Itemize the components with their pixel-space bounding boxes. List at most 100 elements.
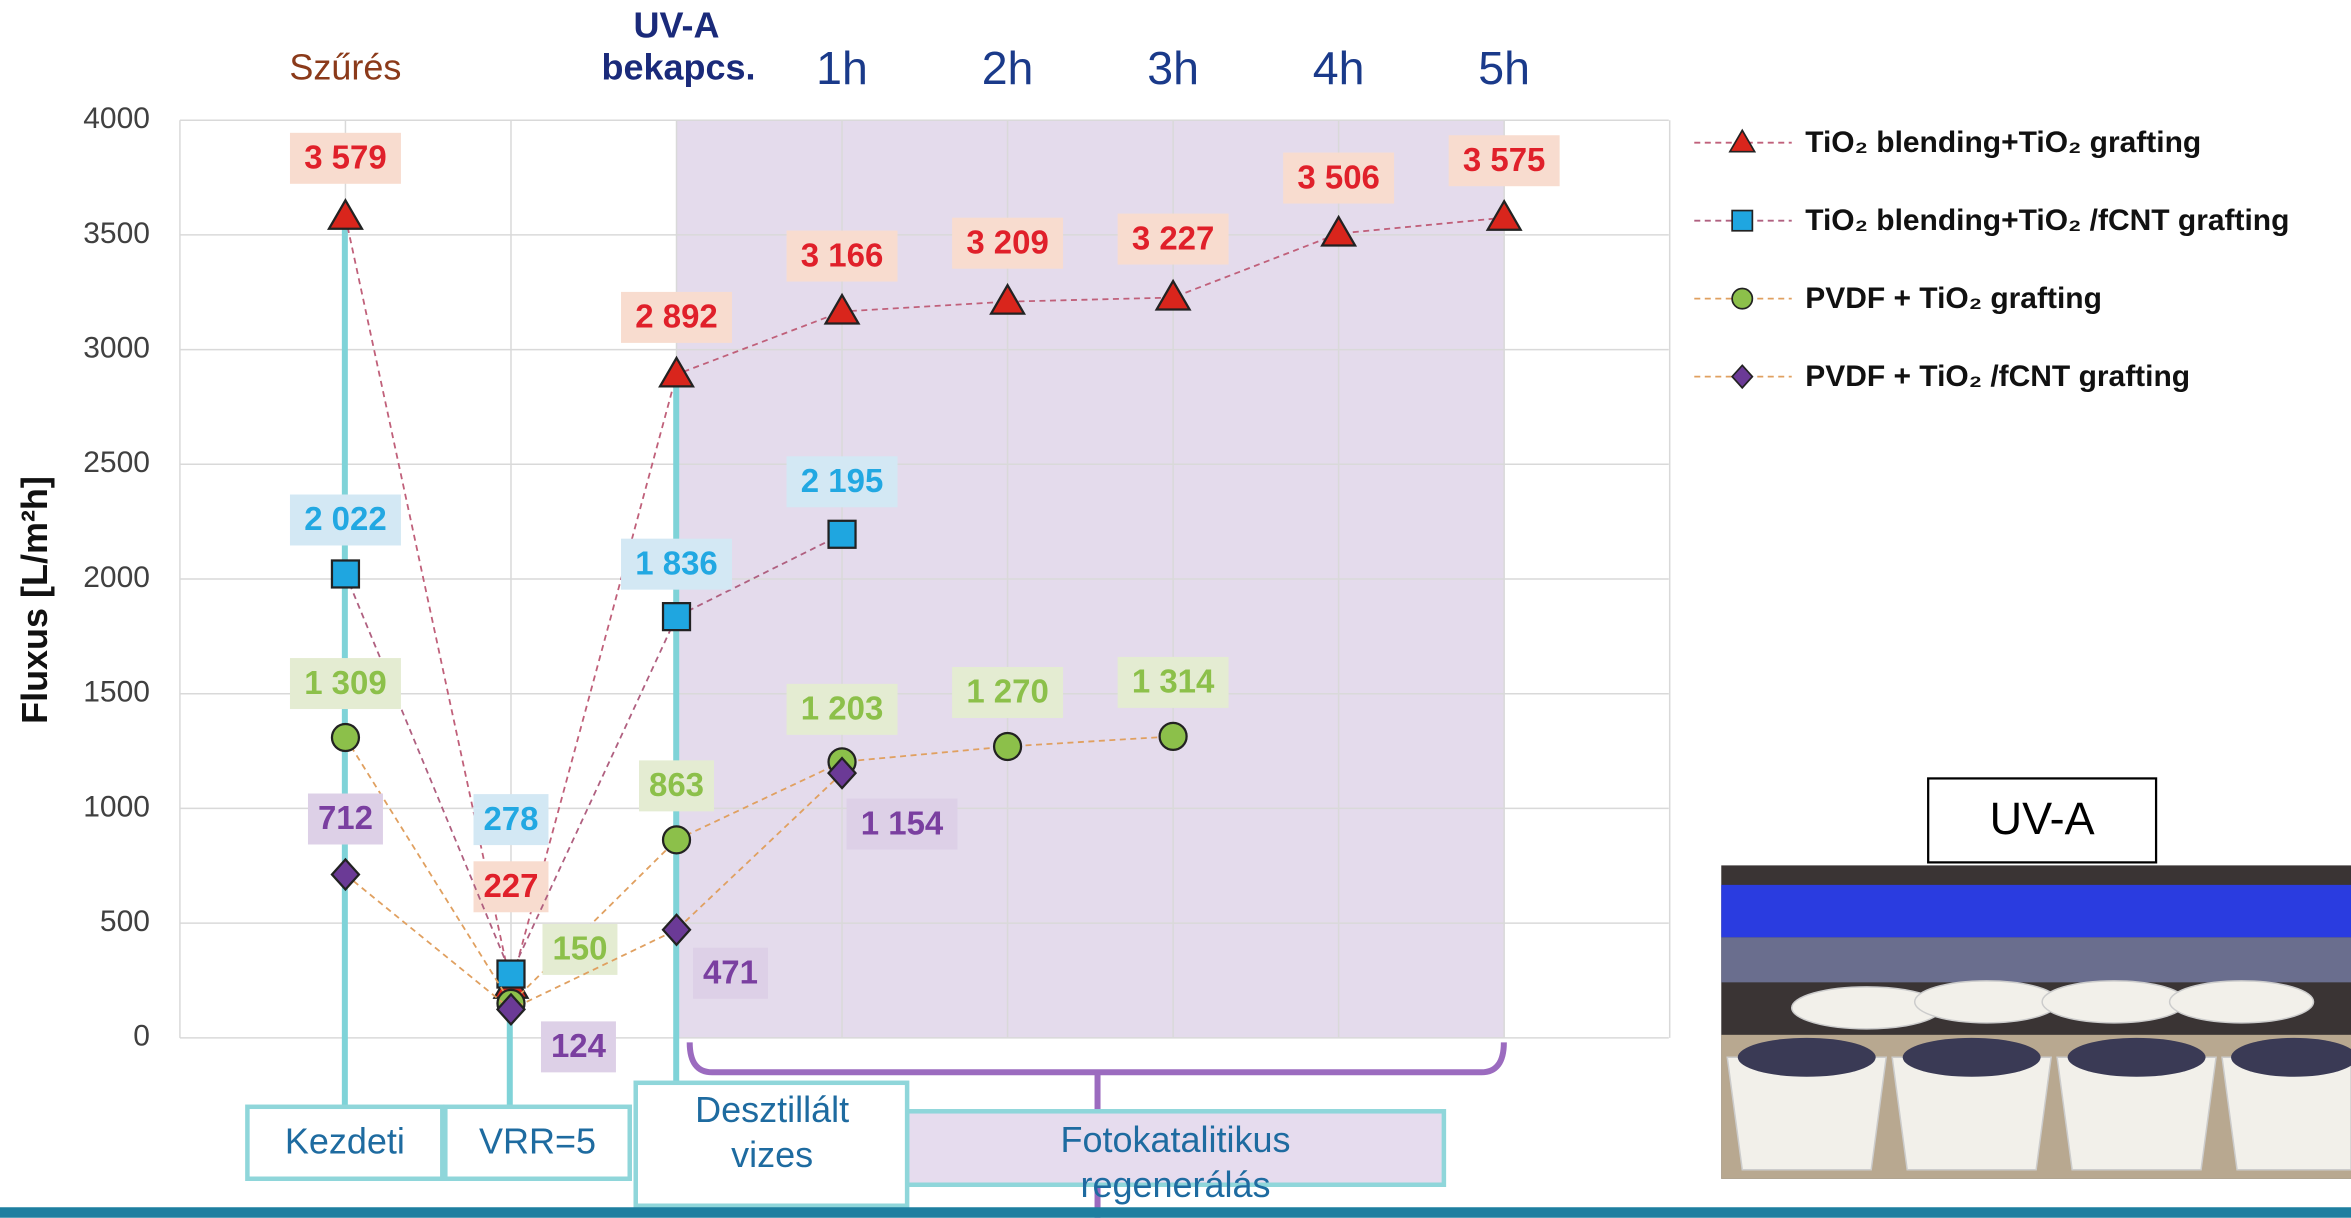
marker: [827, 756, 858, 790]
series: 2 022 278 1 836 2 195: [289, 456, 898, 989]
data-label: 3 227: [1132, 219, 1215, 256]
data-label: 1 314: [1132, 663, 1215, 700]
data-label-bg: [786, 230, 898, 282]
photo: [1721, 865, 2351, 1179]
legend-label: TiO₂ blending+TiO₂ grafting: [1805, 126, 2201, 159]
marker: [658, 355, 695, 388]
data-label-bg: [621, 538, 732, 590]
phase-label: Desztillált vizes: [695, 1090, 850, 1176]
data-label: 863: [649, 766, 704, 803]
marker: [1158, 721, 1188, 752]
data-label-bg: [542, 923, 618, 975]
footer-bar: [0, 1207, 2351, 1218]
bowl: [2168, 980, 2315, 1024]
data-label-bg: [289, 658, 401, 710]
phase-label-box: VRR=5: [478, 1121, 597, 1163]
phase-box: [633, 1080, 910, 1208]
data-label: 1 270: [966, 673, 1049, 710]
x-tick-label-box: 5h: [1478, 42, 1530, 95]
y-tick-label: 3000: [83, 332, 150, 365]
phase-label-box: Desztillált vizes: [695, 1090, 850, 1176]
data-label-bg: [846, 798, 958, 850]
legend-marker: [1731, 287, 1754, 310]
marker: [496, 959, 526, 989]
photo-wall: [1721, 937, 2351, 983]
data-label-bg: [1283, 152, 1395, 204]
legend-marker: [1731, 364, 1754, 390]
phase-label: VRR=5: [478, 1121, 597, 1163]
x-tick-label-box: Szűrés: [289, 48, 401, 88]
x-tick-label-box: 3h: [1147, 42, 1199, 94]
y-tick-label: 500: [100, 905, 150, 938]
marker: [1485, 198, 1523, 231]
x-tick-label: 4h: [1312, 42, 1365, 95]
phase-label-box: Fotokatalitikus regenerálás: [1060, 1120, 1290, 1205]
marker: [661, 602, 692, 632]
y-tick-label: 0: [133, 1020, 150, 1053]
data-label-bg: [952, 217, 1064, 269]
data-label-bg: [473, 794, 549, 846]
bowl-inside: [2231, 1037, 2351, 1077]
y-tick-label: 4000: [83, 102, 150, 135]
data-label-bg: [289, 132, 401, 184]
legend-label: PVDF + TiO₂ /fCNT grafting: [1805, 360, 2190, 393]
data-label-bg: [786, 683, 898, 735]
bowl-inside: [1737, 1037, 1876, 1077]
y-tick-label: 1500: [83, 676, 150, 709]
bowl-inside: [1902, 1037, 2041, 1077]
legend-label: TiO₂ blending+TiO₂ /fCNT grafting: [1805, 204, 2289, 237]
data-label: 3 579: [304, 139, 387, 176]
data-label: 1 203: [801, 690, 884, 727]
data-label: 2 022: [304, 500, 387, 537]
bracket: [686, 1042, 1507, 1076]
data-label: 712: [318, 799, 373, 836]
bowl: [1913, 980, 2060, 1024]
x-tick-label-box: 1h: [816, 42, 868, 95]
marker: [1320, 214, 1358, 247]
series-line: [344, 533, 843, 977]
data-label-bg: [1117, 656, 1229, 708]
data-label: 1 154: [861, 804, 944, 841]
x-tick-label: UV-A bekapcs.: [601, 6, 756, 89]
x-tick-label-box: UV-A bekapcs.: [601, 6, 756, 89]
data-label-bg: [540, 1021, 616, 1073]
photo-label: UV-A: [1990, 793, 2095, 844]
x-tick-label-box: 4h: [1312, 42, 1365, 95]
data-label-bg: [786, 456, 898, 508]
phase-box: [443, 1104, 632, 1182]
marker: [495, 992, 526, 1027]
uv-lamp: [1721, 884, 2351, 938]
legend: TiO₂ blending+TiO₂ grafting TiO₂ blending…: [1694, 126, 2289, 393]
data-label: 1 836: [635, 544, 718, 581]
data-label: 278: [483, 800, 538, 837]
plot: 3 579 227 2 892 3 166 3 209 3 227 3 506 3 575 2 …: [289, 132, 1560, 1073]
x-tick-label: 5h: [1478, 42, 1530, 95]
series: 3 579 227 2 892 3 166 3 209 3 227 3 506 3 575: [289, 132, 1560, 999]
phase-box: [245, 1104, 445, 1182]
data-label: 227: [483, 867, 538, 904]
y-tick-label: 2000: [83, 561, 150, 594]
x-tick-label: 1h: [816, 42, 868, 95]
series-line: [344, 772, 843, 1011]
data-label-bg: [639, 760, 714, 812]
data-label-bg: [1448, 135, 1560, 187]
data-label-bg: [621, 291, 732, 343]
x-tick-label: 2h: [981, 42, 1034, 95]
series: 1 309 150 863 1 203 1 270 1 314: [289, 656, 1229, 1019]
marker: [327, 198, 364, 230]
y-tick-label: 2500: [83, 446, 150, 479]
data-label-bg: [473, 861, 549, 913]
phase-box: [904, 1109, 1447, 1188]
marker: [989, 282, 1027, 315]
y-tick-label: 1000: [83, 790, 150, 823]
marker: [661, 825, 692, 855]
y-axis-title: Fluxus [L/m²h]: [14, 476, 55, 724]
data-label: 2 195: [801, 462, 884, 499]
data-label-bg: [289, 494, 401, 546]
marker: [330, 857, 361, 892]
legend-marker: [1731, 209, 1754, 232]
marker: [661, 913, 692, 947]
x-tick-label-box: 2h: [981, 42, 1034, 95]
bowl-inside: [2067, 1037, 2206, 1077]
data-label: 3 575: [1463, 141, 1546, 178]
